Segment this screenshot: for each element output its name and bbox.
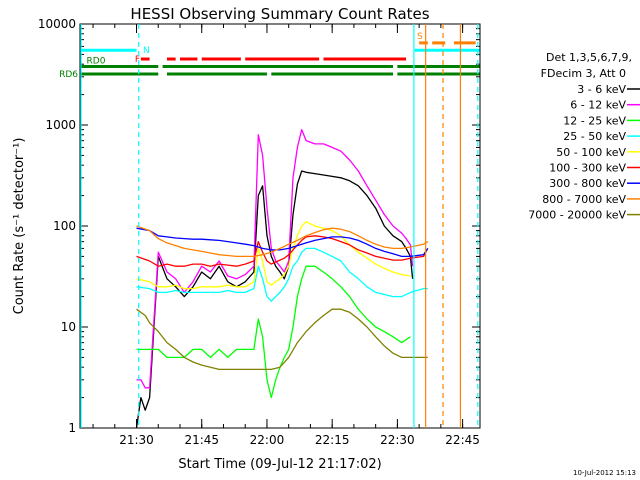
x-tick-label: 22:15 xyxy=(315,433,350,447)
y-axis-label: Count Rate (s⁻¹ detector⁻¹) xyxy=(12,138,27,315)
legend: Det 1,3,5,6,7,9, FDecim 3, Att 0 3 - 6 k… xyxy=(528,51,640,222)
series-line xyxy=(136,308,428,371)
legend-header-line1: Det 1,3,5,6,7,9, xyxy=(546,51,632,64)
flag-bars: NF RD0 RD6 S xyxy=(59,32,480,80)
series-line xyxy=(136,225,429,258)
x-tick-label: 21:45 xyxy=(184,433,219,447)
x-axis-label: Start Time (09-Jul-12 21:17:02) xyxy=(178,457,381,472)
legend-entry-label: 3 - 6 keV xyxy=(577,83,626,96)
x-tick-label: 22:30 xyxy=(380,433,415,447)
series-line xyxy=(136,128,414,389)
chart-title: HESSI Observing Summary Count Rates xyxy=(130,5,429,23)
legend-header-line2: FDecim 3, Att 0 xyxy=(541,67,626,80)
series-line xyxy=(136,221,411,290)
y-tick-label: 10 xyxy=(61,320,76,334)
flag-label: F xyxy=(135,55,140,65)
legend-entry-label: 6 - 12 keV xyxy=(570,99,626,112)
x-tick-label: 22:45 xyxy=(445,433,480,447)
x-tick-label: 22:00 xyxy=(250,433,285,447)
date-stamp: 10-Jul-2012 15:13 xyxy=(573,469,636,477)
legend-entry-label: 25 - 50 keV xyxy=(563,130,626,143)
series-lines xyxy=(135,128,429,429)
series-line xyxy=(136,235,429,267)
series-line xyxy=(136,247,428,302)
flag-label: RD6 xyxy=(59,70,78,80)
legend-entry-label: 800 - 7000 keV xyxy=(542,193,626,206)
legend-entry-label: 12 - 25 keV xyxy=(563,114,626,127)
legend-entry-label: 300 - 800 keV xyxy=(549,177,626,190)
legend-entry-label: 100 - 300 keV xyxy=(549,162,626,175)
axes: 1 10 100 1000 10000 21:30 21:45 22:00 22:15 22:30… xyxy=(38,17,481,447)
y-tick-label: 1 xyxy=(68,421,76,435)
y-tick-label: 100 xyxy=(53,219,76,233)
legend-entry-label: 50 - 100 keV xyxy=(556,146,626,159)
y-tick-label: 1000 xyxy=(45,118,76,132)
legend-entry-label: 7000 - 20000 keV xyxy=(528,209,626,222)
x-tick-label: 21:30 xyxy=(119,433,154,447)
series-line xyxy=(136,265,411,399)
flag-label: RD0 xyxy=(87,56,106,66)
flag-label: N xyxy=(143,46,150,56)
vertical-markers xyxy=(80,24,479,428)
y-tick-label: 10000 xyxy=(38,17,76,31)
series-line xyxy=(136,227,429,258)
flag-label: S xyxy=(417,32,423,42)
series-line xyxy=(135,170,414,429)
